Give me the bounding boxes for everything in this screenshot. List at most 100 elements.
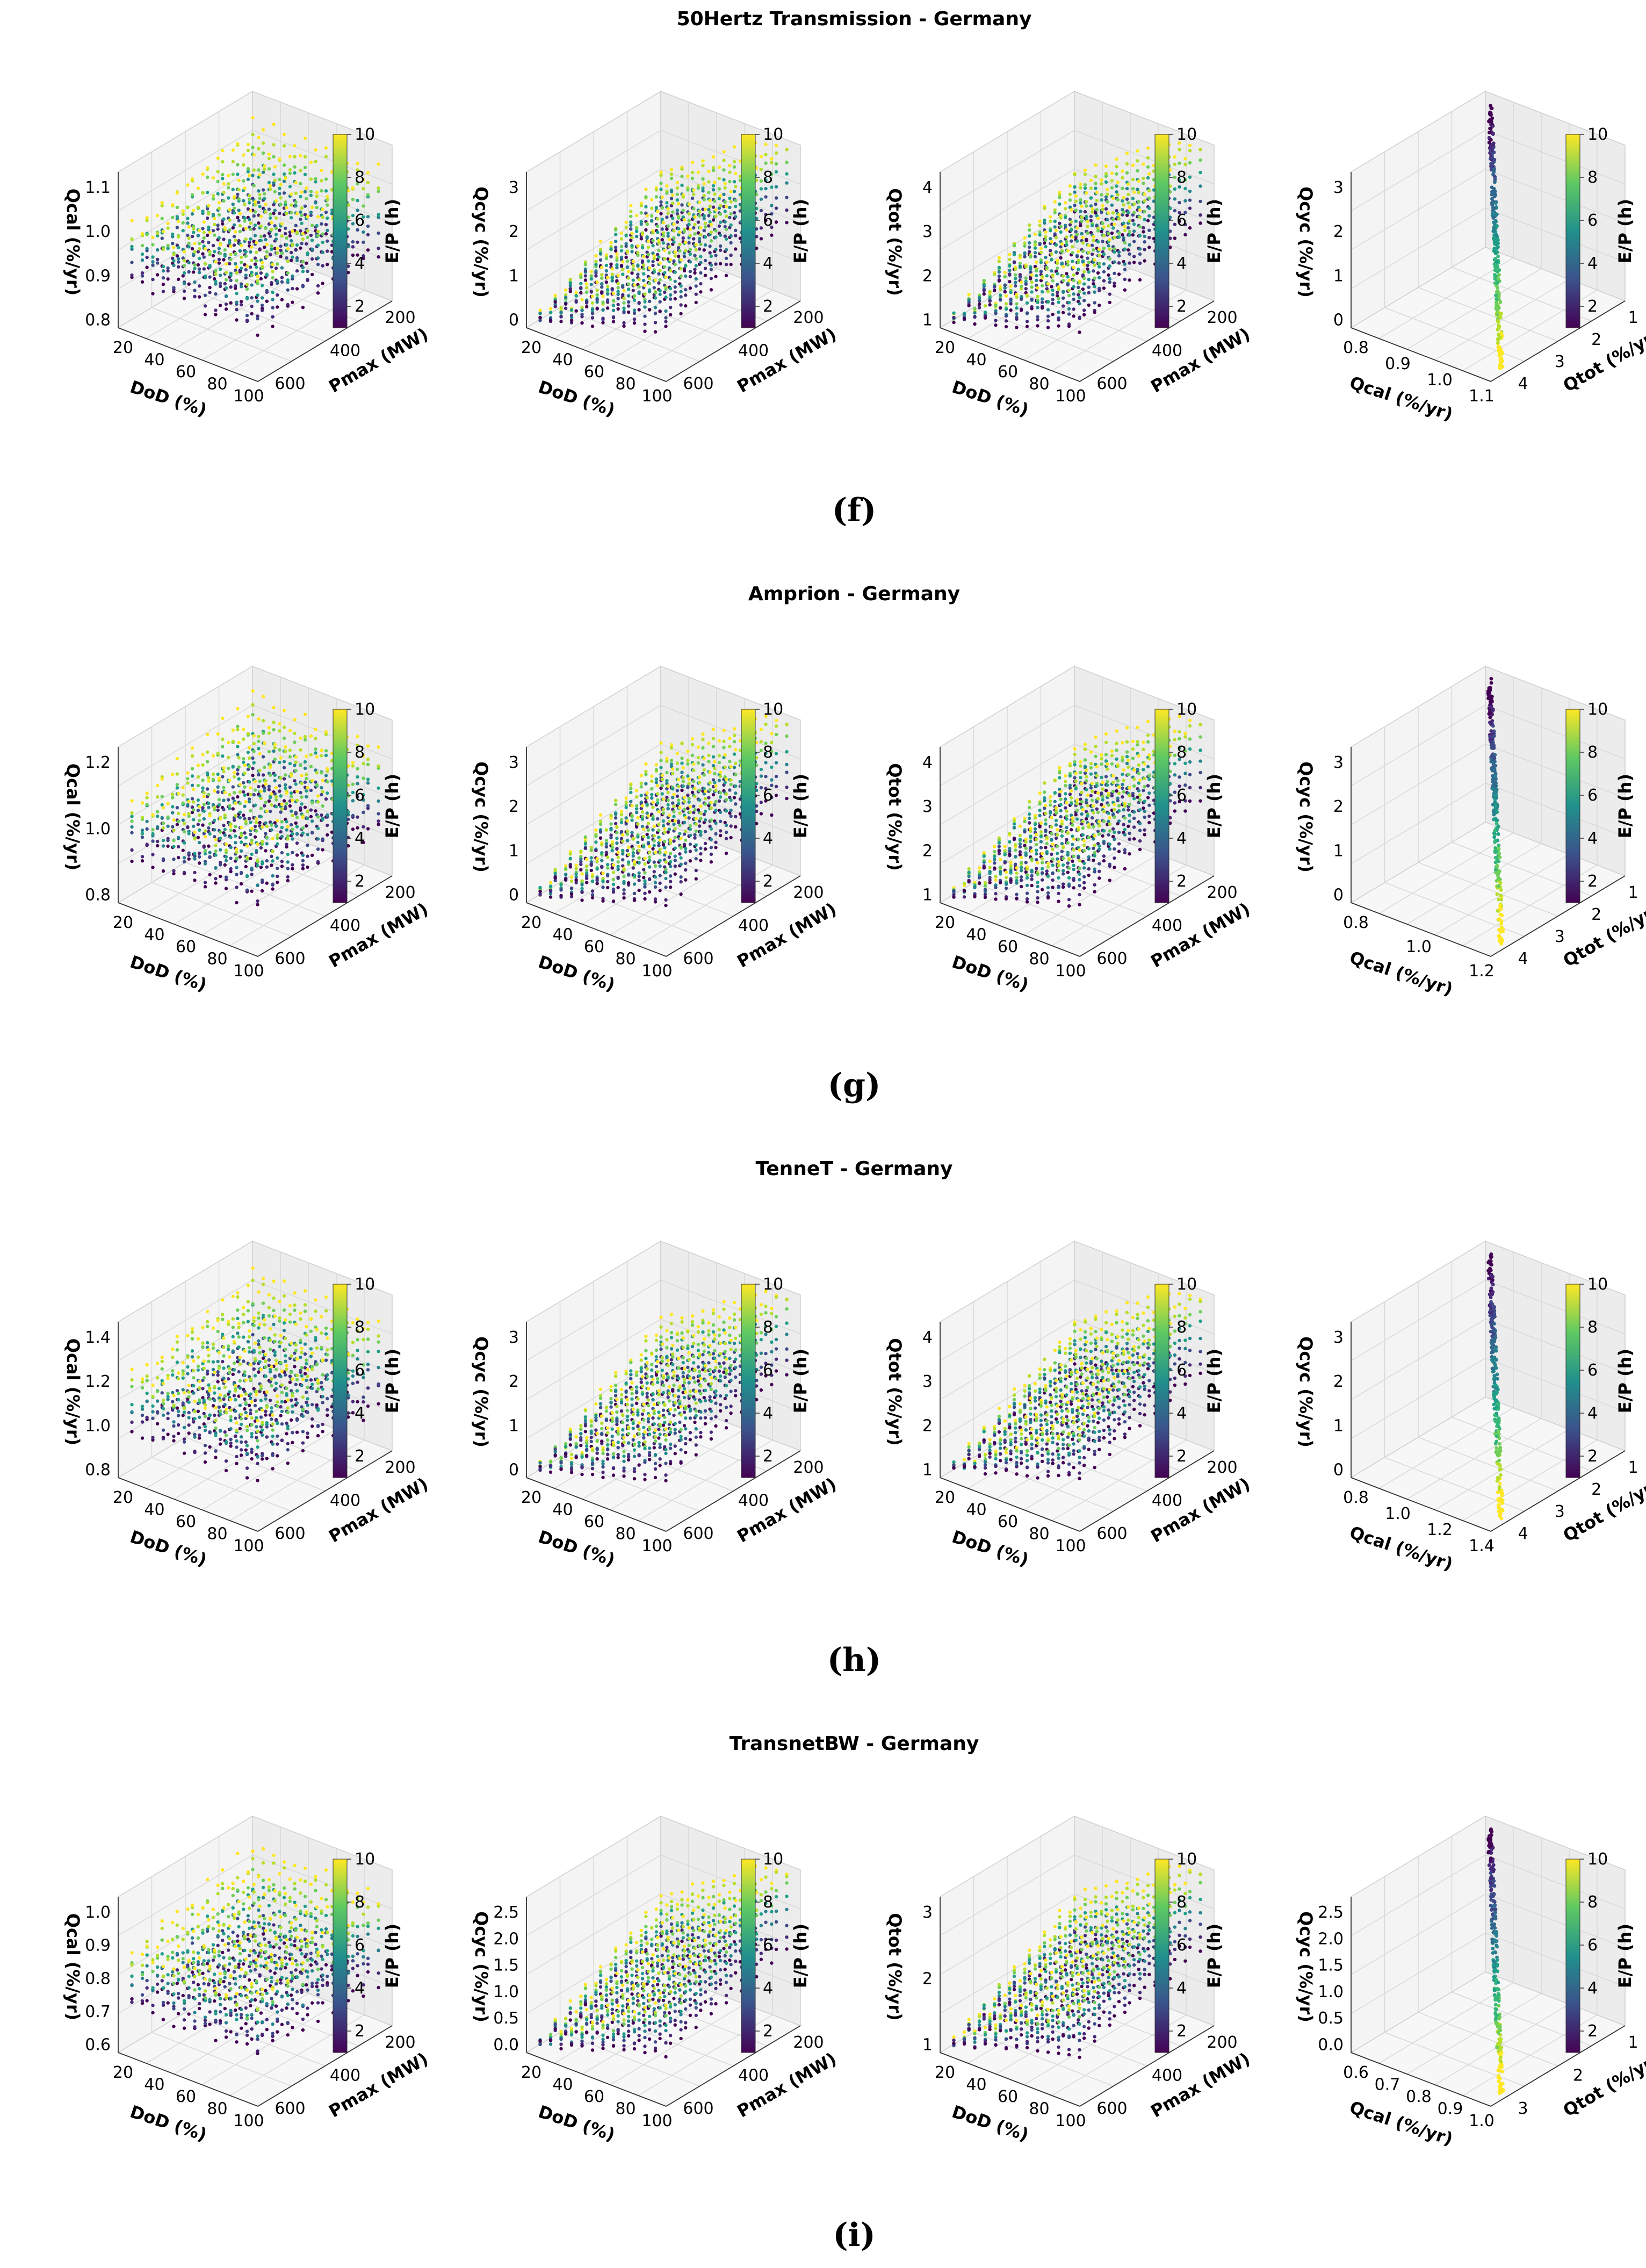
data-point xyxy=(1107,244,1110,248)
data-point xyxy=(242,199,246,203)
data-point xyxy=(235,885,239,889)
data-point xyxy=(286,271,290,275)
data-point xyxy=(1178,161,1181,165)
data-point xyxy=(253,210,257,214)
x-tick-label: 80 xyxy=(207,375,227,394)
data-point xyxy=(723,220,727,224)
data-point xyxy=(1087,291,1091,295)
data-point xyxy=(1051,293,1055,297)
data-point xyxy=(559,883,563,887)
data-point xyxy=(1027,223,1031,227)
data-point xyxy=(1068,192,1072,196)
data-point xyxy=(1094,163,1098,167)
data-point xyxy=(1040,290,1044,294)
data-point xyxy=(243,831,247,835)
data-point xyxy=(709,268,713,271)
data-point xyxy=(252,227,256,231)
data-point xyxy=(258,752,262,756)
data-point xyxy=(306,816,309,820)
data-point xyxy=(140,835,145,839)
data-point xyxy=(273,757,277,761)
data-point xyxy=(203,852,207,856)
data-point xyxy=(1057,324,1060,328)
data-point xyxy=(569,892,574,896)
data-point xyxy=(291,798,294,802)
data-point xyxy=(1115,157,1118,161)
data-point xyxy=(280,276,284,279)
data-point xyxy=(624,255,628,260)
x-axis-label: DoD (%) xyxy=(536,952,617,996)
data-point xyxy=(682,269,687,273)
data-point xyxy=(192,231,196,234)
data-point xyxy=(1036,286,1039,290)
data-point xyxy=(231,148,235,152)
data-point xyxy=(568,290,572,293)
data-point xyxy=(208,286,212,290)
data-point xyxy=(1066,249,1070,253)
data-point xyxy=(299,182,302,185)
data-point xyxy=(196,808,200,812)
data-point xyxy=(1125,152,1129,155)
data-point xyxy=(1081,249,1085,253)
data-point xyxy=(145,219,149,222)
data-point xyxy=(351,240,355,244)
data-point xyxy=(377,799,380,803)
data-point xyxy=(728,759,732,764)
data-point xyxy=(686,774,690,778)
data-point xyxy=(1168,229,1172,233)
data-point xyxy=(1132,202,1136,206)
data-point xyxy=(548,884,553,888)
data-point xyxy=(1050,252,1053,256)
data-point xyxy=(659,170,663,174)
data-point xyxy=(559,888,563,892)
data-point xyxy=(181,212,185,217)
data-point xyxy=(1066,263,1070,267)
data-point xyxy=(294,224,298,228)
data-point xyxy=(728,205,732,210)
data-point xyxy=(1493,219,1498,223)
data-point xyxy=(1018,261,1022,265)
data-point xyxy=(205,233,210,237)
data-point xyxy=(663,248,667,253)
data-point xyxy=(680,771,684,774)
data-point xyxy=(356,168,359,172)
data-point xyxy=(276,819,279,823)
grid-line xyxy=(660,169,801,224)
data-point xyxy=(1131,233,1135,237)
data-point xyxy=(253,262,257,266)
data-point xyxy=(284,750,287,753)
data-point xyxy=(216,772,220,776)
data-point xyxy=(251,703,255,707)
data-point xyxy=(584,864,589,868)
data-point xyxy=(160,236,164,240)
data-point xyxy=(671,787,675,791)
z-tick-label: 0 xyxy=(509,311,519,330)
data-point xyxy=(729,234,733,238)
data-point xyxy=(250,258,254,263)
data-point xyxy=(625,249,630,253)
colorbar-tick-label: 10 xyxy=(355,700,375,719)
data-point xyxy=(671,217,675,220)
data-point xyxy=(244,268,248,272)
data-point xyxy=(692,762,696,766)
data-point xyxy=(724,248,728,252)
data-point xyxy=(366,181,370,185)
data-point xyxy=(288,171,292,175)
data-point xyxy=(276,880,279,884)
data-point xyxy=(196,836,200,839)
data-point xyxy=(176,260,181,264)
data-point xyxy=(626,304,631,308)
data-point xyxy=(362,204,365,208)
data-point xyxy=(738,178,742,182)
data-point xyxy=(182,812,186,817)
data-point xyxy=(632,283,637,287)
data-point xyxy=(668,277,673,281)
data-point xyxy=(1024,287,1028,291)
data-point xyxy=(175,226,179,229)
data-point xyxy=(538,889,542,894)
data-point xyxy=(600,851,604,855)
data-point xyxy=(232,195,236,199)
data-point xyxy=(673,279,677,283)
data-point xyxy=(580,890,584,895)
data-point xyxy=(609,813,613,818)
